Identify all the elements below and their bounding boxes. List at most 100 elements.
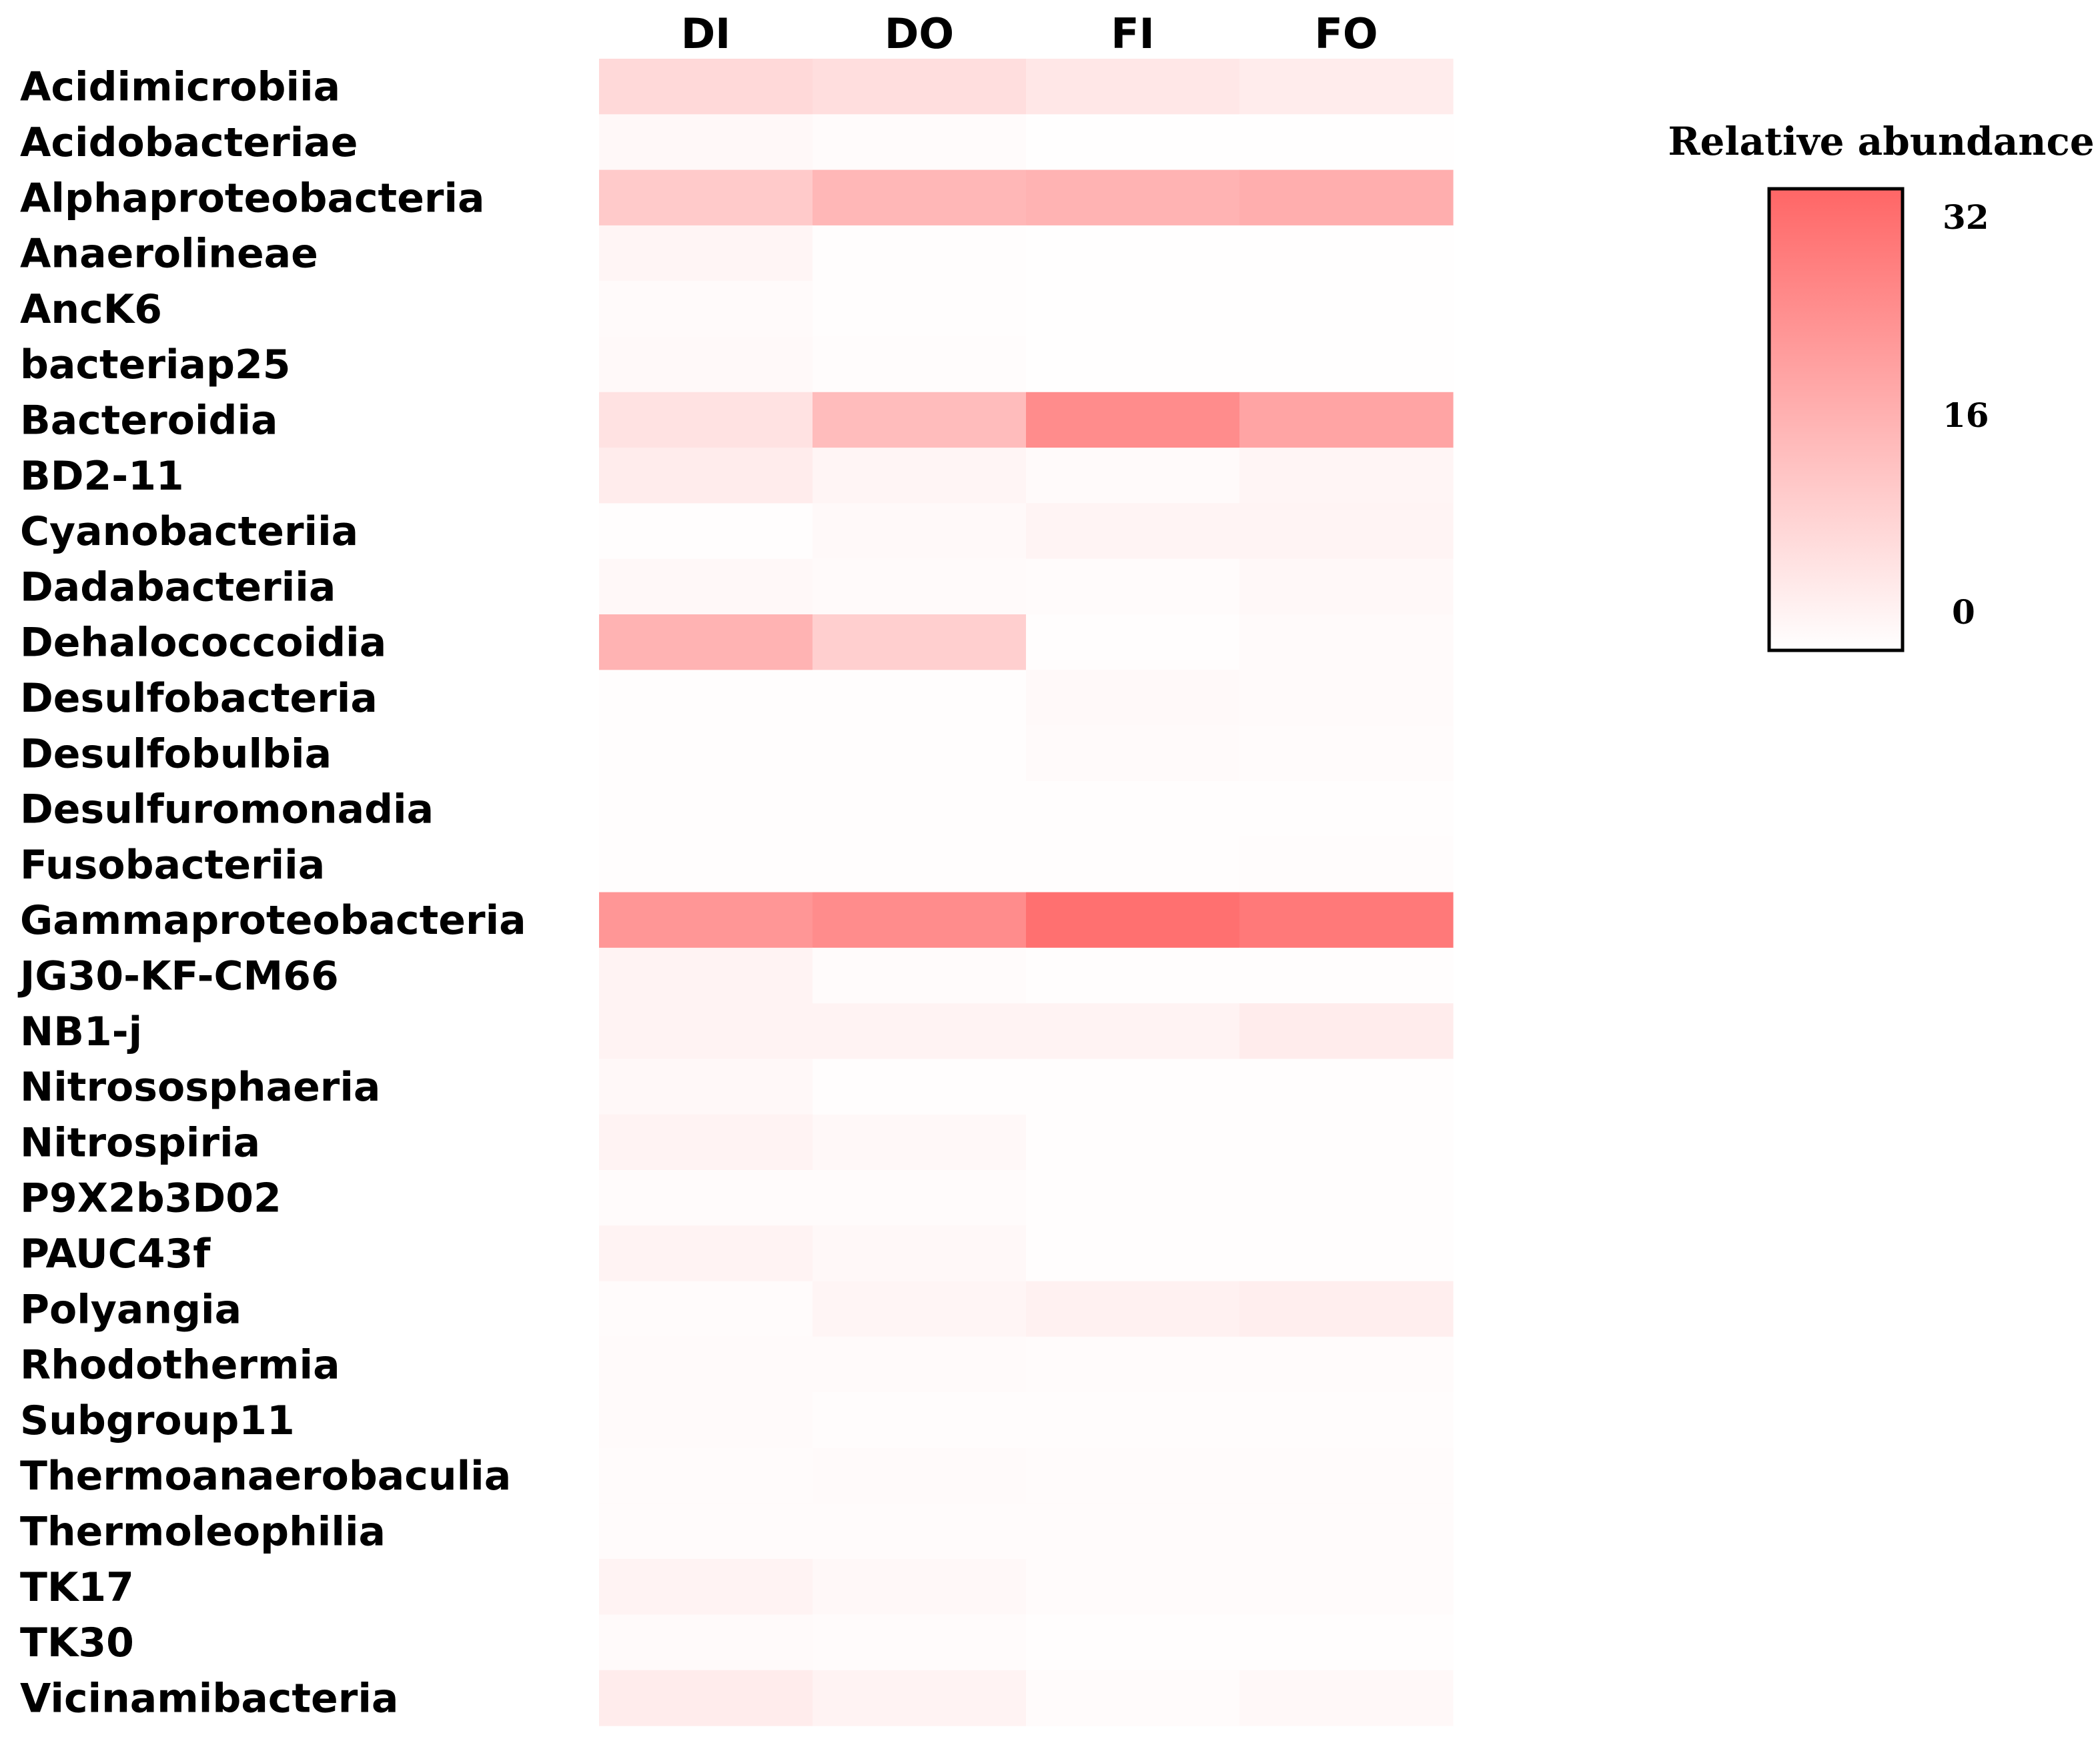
heatmap-cell <box>1239 1559 1454 1615</box>
row-label: Anaerolineae <box>20 231 318 277</box>
row-label: Thermoanaerobaculia <box>20 1453 511 1500</box>
heatmap-cell <box>813 1559 1027 1615</box>
heatmap-cell <box>1239 780 1454 837</box>
heatmap-cell <box>1026 947 1240 1004</box>
column-label: DI <box>681 9 731 58</box>
heatmap-cell <box>1239 59 1454 115</box>
row-label: Nitrososphaeria <box>20 1064 380 1111</box>
row-label: Thermoleophilia <box>20 1508 386 1555</box>
heatmap-cell <box>599 1559 813 1615</box>
heatmap-cell <box>813 1114 1027 1171</box>
heatmap-cell <box>1026 1392 1240 1449</box>
heatmap-cell <box>1026 670 1240 726</box>
heatmap-cell <box>813 281 1027 338</box>
column-label: FI <box>1111 9 1154 58</box>
heatmap-cell <box>813 1281 1027 1337</box>
heatmap-cell <box>813 892 1027 949</box>
heatmap-cell <box>599 503 813 560</box>
heatmap-cell <box>599 169 813 226</box>
row-label: BD2-11 <box>20 453 184 500</box>
heatmap-cell <box>1026 892 1240 949</box>
heatmap-cell <box>599 448 813 504</box>
heatmap-cell <box>813 392 1027 448</box>
heatmap-cell <box>1026 336 1240 393</box>
row-label: JG30-KF-CM66 <box>17 953 339 999</box>
heatmap-cell <box>1026 1170 1240 1226</box>
heatmap-cell <box>599 614 813 670</box>
heatmap-cell <box>1026 448 1240 504</box>
row-label: Fusobacteriia <box>20 842 325 889</box>
row-label: Rhodothermia <box>20 1342 340 1389</box>
heatmap-cell <box>1026 1503 1240 1560</box>
heatmap-cell <box>1239 614 1454 670</box>
heatmap-cell <box>1026 780 1240 837</box>
heatmap-cell <box>1026 169 1240 226</box>
heatmap-cell <box>813 614 1027 670</box>
heatmap-cell <box>599 1503 813 1560</box>
column-label: DO <box>885 9 954 58</box>
heatmap-cell <box>599 336 813 393</box>
heatmap-cell <box>813 225 1027 281</box>
heatmap-cell <box>1026 281 1240 338</box>
heatmap-cell <box>1239 336 1454 393</box>
row-label: Acidimicrobiia <box>20 64 340 111</box>
heatmap-cell <box>599 1114 813 1171</box>
row-label: Cyanobacteriia <box>20 508 358 555</box>
heatmap-cell <box>1026 392 1240 448</box>
heatmap-cell <box>813 169 1027 226</box>
heatmap-cell <box>599 780 813 837</box>
heatmap-cell <box>1026 1670 1240 1726</box>
heatmap-cell <box>599 725 813 782</box>
heatmap-cell <box>1239 1003 1454 1059</box>
heatmap-cell <box>599 225 813 281</box>
heatmap-cell <box>599 59 813 115</box>
row-label: PAUC43f <box>20 1231 211 1277</box>
heatmap-cell <box>599 392 813 448</box>
heatmap-cell <box>599 1614 813 1671</box>
heatmap-cell <box>599 1281 813 1337</box>
heatmap-cell <box>813 1225 1027 1282</box>
heatmap-cell <box>599 281 813 338</box>
heatmap-cell <box>1026 1559 1240 1615</box>
heatmap-cell <box>1239 1114 1454 1171</box>
heatmap-cell <box>813 336 1027 393</box>
heatmap-cell <box>1026 1336 1240 1393</box>
heatmap-cell <box>1239 281 1454 338</box>
heatmap-cell <box>1026 1225 1240 1282</box>
heatmap-cell <box>813 780 1027 837</box>
row-label: bacteriap25 <box>20 342 290 388</box>
legend-tick-min: 0 <box>1952 592 1975 632</box>
heatmap-cell <box>1239 448 1454 504</box>
heatmap-cell <box>813 503 1027 560</box>
heatmap-cell <box>1239 503 1454 560</box>
heatmap-cell <box>599 1447 813 1504</box>
heatmap-cell <box>599 1003 813 1059</box>
row-label: TK17 <box>20 1564 134 1611</box>
heatmap-cell <box>813 836 1027 893</box>
heatmap-cell <box>599 558 813 615</box>
heatmap-cell <box>599 114 813 171</box>
row-label: Polyangia <box>20 1286 241 1333</box>
heatmap-cell <box>599 1059 813 1115</box>
heatmap-cell <box>813 114 1027 171</box>
row-label: NB1-j <box>20 1009 142 1055</box>
heatmap-cell <box>1026 836 1240 893</box>
heatmap-cell <box>813 1447 1027 1504</box>
heatmap-cell <box>813 1336 1027 1393</box>
row-labels: Acidimicrobiia Acidobacteriae Alphaproteob… <box>17 64 526 1722</box>
heatmap-cell <box>813 1059 1027 1115</box>
heatmap-cell <box>599 670 813 726</box>
row-label: P9X2b3D02 <box>20 1175 282 1222</box>
row-label: Subgroup11 <box>20 1397 295 1444</box>
row-label: Dehalococcoidia <box>20 620 386 666</box>
heatmap-cell <box>599 836 813 893</box>
heatmap-cell <box>599 947 813 1004</box>
heatmap-cell <box>1026 1059 1240 1115</box>
heatmap-cell <box>1239 670 1454 726</box>
heatmap-cell <box>1239 725 1454 782</box>
heatmap-cell <box>1026 114 1240 171</box>
legend-tick-max: 32 <box>1943 197 1989 237</box>
heatmap-cell <box>813 725 1027 782</box>
row-label: Acidobacteriae <box>20 119 358 166</box>
